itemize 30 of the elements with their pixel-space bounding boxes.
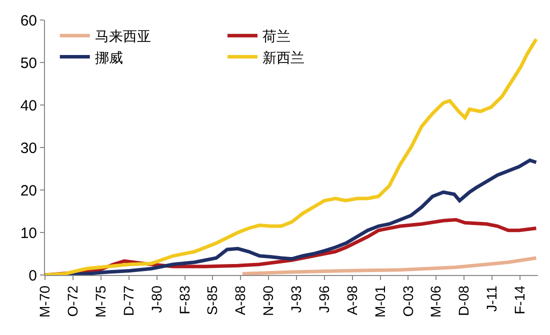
y-tick-label: 10 [20, 224, 37, 242]
x-tick-label: M-01 [372, 285, 388, 318]
y-tick-label: 30 [20, 140, 37, 157]
x-tick-label: J-11 [484, 285, 500, 312]
x-tick-label: M-70 [36, 285, 53, 318]
x-tick-label: D-77 [120, 285, 136, 316]
line-series [240, 256, 538, 275]
legend-label: 荷兰 [262, 28, 290, 44]
y-tick-label: 60 [20, 12, 37, 30]
y-tick-label: 40 [20, 97, 37, 114]
x-tick-label: O-72 [64, 285, 81, 317]
x-tick-label: F-83 [176, 285, 192, 314]
x-tick-label: A-88 [232, 285, 248, 316]
x-tick-label: N-90 [260, 285, 276, 316]
x-tick-label: S-85 [204, 285, 220, 316]
y-tick-label: 50 [20, 54, 37, 72]
x-tick-label: O-03 [400, 285, 416, 317]
x-tick-label: F-14 [512, 285, 528, 314]
x-tick-label: M-75 [92, 285, 108, 318]
y-tick-label: 0 [28, 267, 37, 284]
legend-label: 新西兰 [262, 49, 304, 66]
x-tick-label: J-96 [316, 285, 332, 313]
x-tick-label: A-98 [344, 285, 360, 316]
x-tick-label: J-93 [288, 285, 304, 313]
legend-label: 挪威 [94, 49, 123, 66]
x-tick-label: M-06 [428, 285, 444, 318]
x-tick-label: D-08 [456, 285, 472, 316]
x-tick-label: J-80 [148, 285, 164, 313]
legend-label: 马来西亚 [94, 28, 151, 44]
y-tick-label: 20 [20, 182, 37, 200]
